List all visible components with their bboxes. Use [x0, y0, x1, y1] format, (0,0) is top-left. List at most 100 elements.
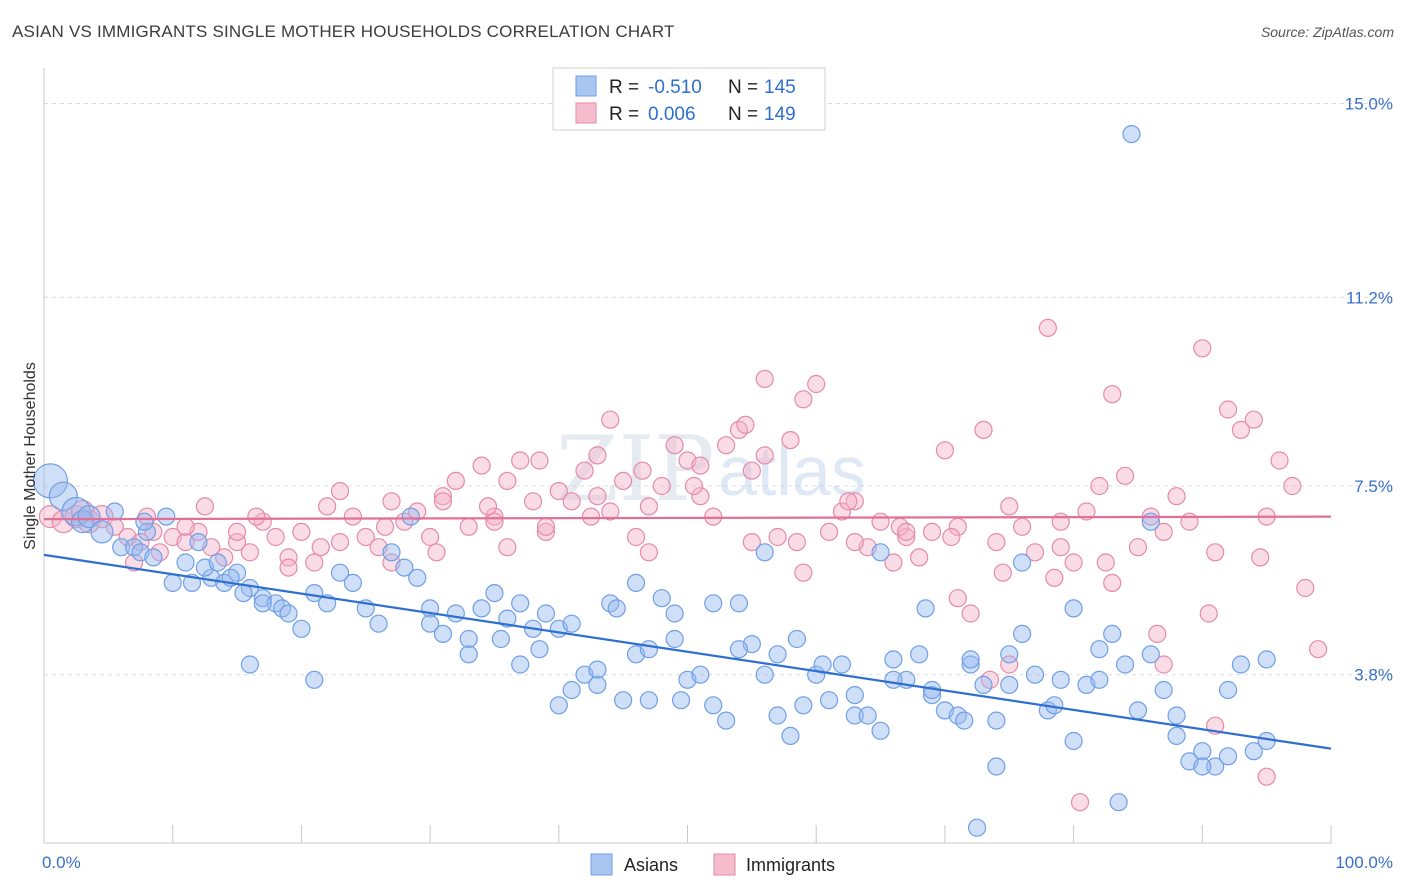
immigrants-point-110	[633, 461, 652, 480]
immigrants-point-106	[427, 543, 446, 562]
asians-point-35	[343, 573, 362, 593]
immigrants-point-31	[421, 527, 440, 547]
immigrants-point-63	[832, 502, 852, 521]
asians-point-124	[987, 757, 1006, 776]
immigrants-point-137	[845, 532, 864, 552]
immigrants-point-143	[1154, 655, 1173, 674]
y-tick-label-3: 15.0%	[1345, 95, 1393, 114]
asians-point-133	[1218, 680, 1238, 700]
y-tick-label-0: 3.8%	[1354, 666, 1393, 685]
immigrants-point-125	[227, 522, 247, 542]
asians-point-27	[234, 583, 253, 603]
asians-point-106	[1257, 731, 1276, 751]
asians-point-130	[1141, 512, 1160, 531]
asians-point-25	[208, 553, 227, 572]
immigrants-point-34	[459, 517, 478, 536]
bottom-legend-asians: Asians	[624, 855, 678, 875]
asians-point-77	[884, 650, 903, 669]
immigrants-point-26	[356, 527, 375, 547]
asians-point-149	[1000, 675, 1019, 695]
asians-point-39	[395, 558, 414, 577]
immigrants-point-100	[1309, 640, 1328, 659]
immigrants-point-141	[1051, 538, 1070, 557]
asians-point-107	[240, 655, 260, 674]
immigrants-point-16	[227, 532, 247, 552]
immigrants-point-103	[247, 507, 266, 526]
immigrants-point-135	[742, 532, 761, 552]
asians-point-114	[639, 691, 658, 710]
legend-asians-n-value: 145	[764, 77, 796, 98]
immigrants-point-97	[1270, 451, 1289, 470]
immigrants-point-58	[768, 527, 787, 547]
asians-point-116	[704, 594, 723, 613]
asians-point-0	[32, 463, 69, 499]
asians-point-42	[433, 624, 453, 644]
chart-title: ASIAN VS IMMIGRANTS SINGLE MOTHER HOUSEH…	[12, 22, 675, 41]
immigrants-point-127	[330, 532, 350, 552]
immigrants-point-93	[1218, 400, 1238, 419]
immigrants-point-20	[279, 548, 298, 567]
immigrants-point-24	[330, 482, 350, 501]
immigrants-point-64	[845, 492, 864, 511]
asians-point-70	[794, 696, 813, 715]
bottom-legend: Asians Immigrants	[590, 853, 835, 876]
immigrants-point-19	[266, 527, 285, 547]
asians-point-28	[253, 594, 272, 613]
asians-point-38	[382, 543, 401, 562]
asians-point-75	[858, 706, 877, 725]
asians-point-109	[401, 507, 420, 526]
immigrants-point-113	[787, 532, 806, 552]
legend: R = -0.510 N = 145 R = 0.006 N = 149	[552, 67, 826, 131]
legend-asians-r-label: R =	[609, 77, 639, 98]
immigrants-point-75	[987, 532, 1006, 552]
legend-asians-n-label: N =	[728, 77, 758, 98]
legend-swatch-immigrants	[575, 102, 597, 124]
immigrants-point-131	[536, 517, 556, 536]
immigrants-point-105	[375, 517, 395, 536]
immigrants-point-38	[511, 451, 530, 470]
immigrants-point-21	[292, 522, 311, 542]
asians-point-84	[974, 675, 993, 695]
immigrants-point-71	[935, 441, 955, 460]
asians-point-128	[1090, 640, 1109, 659]
asians-point-67	[755, 665, 774, 684]
immigrants-point-69	[910, 548, 929, 567]
asians-point-148	[961, 650, 980, 669]
asians-point-1	[48, 481, 78, 511]
immigrants-point-112	[736, 415, 755, 434]
immigrants-point-67	[884, 553, 903, 572]
asians-point-101	[1193, 742, 1212, 761]
asians-point-11	[105, 502, 124, 521]
immigrants-point-121	[1199, 604, 1218, 623]
immigrants-point-150	[755, 369, 774, 388]
immigrants-point-36	[485, 507, 504, 526]
immigrants-point-82	[1077, 502, 1096, 521]
immigrants-point-22	[305, 553, 324, 572]
watermark: ZIP atlas	[556, 417, 866, 522]
immigrants-point-17	[240, 543, 260, 562]
immigrants-point-146	[1070, 793, 1090, 812]
immigrants-point-98	[1283, 476, 1302, 496]
immigrants-point-46	[614, 471, 633, 490]
asians-point-132	[1193, 757, 1212, 776]
y-axis-title: Single Mother Households	[22, 362, 39, 550]
asians-point-88	[1025, 665, 1045, 684]
asians-point-113	[607, 599, 626, 618]
immigrants-point-90	[1180, 512, 1199, 531]
asians-point-112	[562, 680, 581, 700]
asians-point-72	[819, 691, 839, 710]
asians-point-102	[1206, 757, 1225, 776]
asians-point-65	[729, 594, 749, 613]
asians-point-94	[1103, 624, 1122, 644]
legend-swatch-asians	[575, 75, 597, 97]
immigrants-point-148	[498, 538, 517, 557]
asians-point-47	[498, 609, 517, 628]
immigrants-point-32	[433, 487, 453, 506]
asians-point-137	[459, 629, 478, 649]
asians-point-12	[135, 512, 154, 531]
immigrants-point-111	[684, 476, 704, 496]
bottom-legend-swatch-immigrants	[713, 853, 736, 876]
asians-point-58	[639, 640, 658, 659]
immigrants-point-99	[1296, 578, 1315, 598]
asians-point-76	[871, 721, 890, 740]
